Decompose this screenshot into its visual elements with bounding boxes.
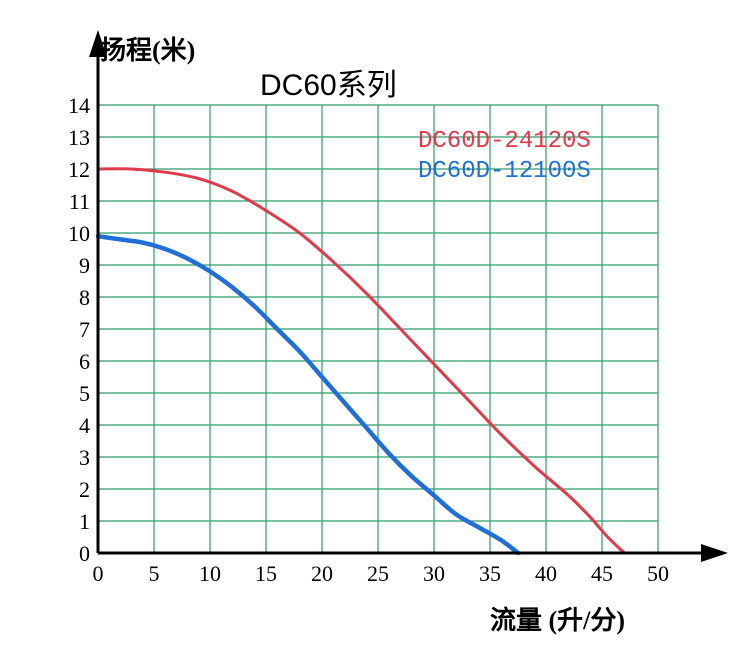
x-tick: 25 <box>358 561 398 587</box>
x-tick: 15 <box>246 561 286 587</box>
y-tick: 11 <box>50 189 90 215</box>
x-tick: 20 <box>302 561 342 587</box>
x-tick: 40 <box>526 561 566 587</box>
y-tick: 14 <box>50 93 90 119</box>
y-tick: 1 <box>50 509 90 535</box>
y-tick: 8 <box>50 285 90 311</box>
y-tick: 4 <box>50 413 90 439</box>
x-tick: 35 <box>470 561 510 587</box>
legend-item: DC60D-24120S <box>418 128 591 155</box>
y-tick: 6 <box>50 349 90 375</box>
pump-curve-chart: 扬程(米) DC60系列 流量 (升/分) DC60D-24120S DC60D-… <box>0 0 750 652</box>
y-tick: 10 <box>50 221 90 247</box>
x-tick: 50 <box>638 561 678 587</box>
y-tick: 7 <box>50 317 90 343</box>
series-DC60D-12100S <box>98 236 518 553</box>
chart-title: DC60系列 <box>260 60 397 104</box>
y-tick: 3 <box>50 445 90 471</box>
y-axis-title: 扬程(米) <box>100 30 195 67</box>
x-tick: 45 <box>582 561 622 587</box>
x-tick: 10 <box>190 561 230 587</box>
x-tick: 5 <box>134 561 174 587</box>
y-tick: 2 <box>50 477 90 503</box>
x-axis-title: 流量 (升/分) <box>490 600 625 637</box>
x-tick: 0 <box>78 561 118 587</box>
y-tick: 9 <box>50 253 90 279</box>
y-tick: 13 <box>50 125 90 151</box>
y-tick: 5 <box>50 381 90 407</box>
axes <box>89 30 728 562</box>
y-tick: 12 <box>50 157 90 183</box>
x-tick: 30 <box>414 561 454 587</box>
legend-item: DC60D-12100S <box>418 158 591 185</box>
